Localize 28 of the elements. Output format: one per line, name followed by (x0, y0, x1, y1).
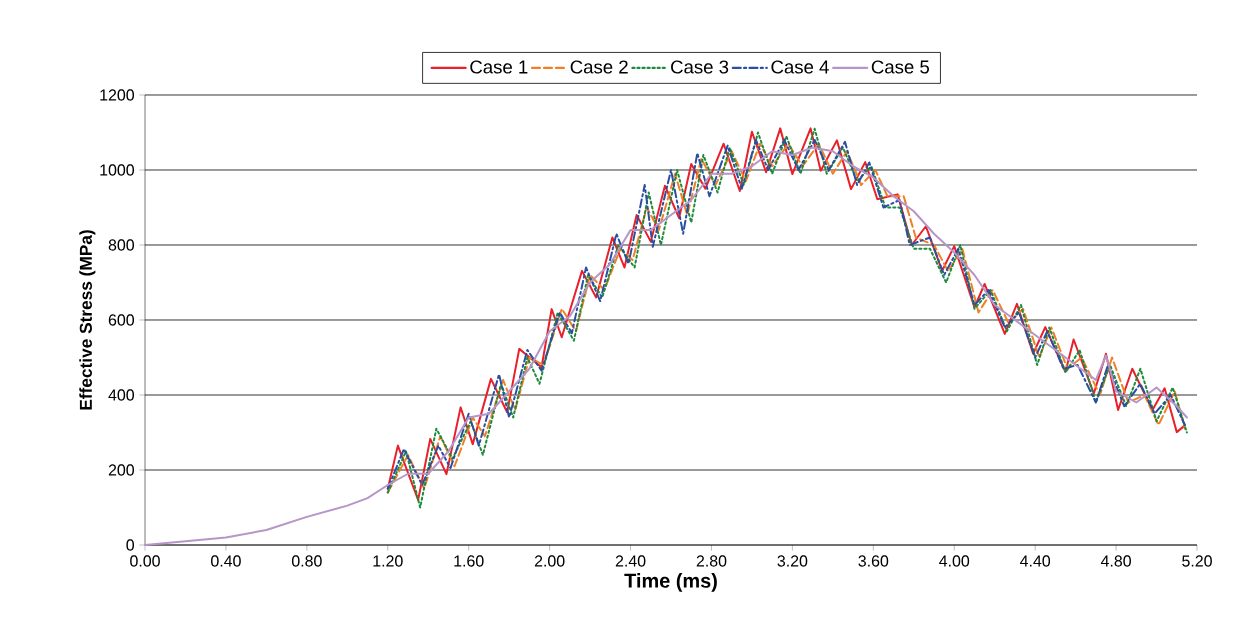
x-tick-label: 2.00 (534, 555, 565, 567)
x-tick-label: 3.60 (858, 555, 889, 567)
y-tick-label: 600 (108, 314, 135, 326)
x-tick-label: 0.80 (291, 555, 322, 567)
legend-label: Case 1 (470, 60, 528, 74)
x-tick-label: 0.00 (130, 555, 160, 567)
y-tick-label: 1000 (100, 164, 135, 176)
x-tick-label: 1.60 (454, 555, 484, 567)
x-tick-label: 5.20 (1182, 555, 1212, 567)
x-tick-label: 4.00 (939, 555, 970, 567)
x-tick-label: 2.80 (696, 555, 727, 567)
x-tick-label: 1.20 (373, 555, 403, 567)
x-tick-label: 3.20 (777, 555, 808, 567)
x-axis-title: Time (ms) (624, 573, 717, 592)
x-tick-label: 4.80 (1100, 555, 1131, 567)
legend-label: Case 2 (570, 60, 628, 74)
legend-label: Case 3 (671, 60, 729, 74)
x-tick-label: 4.40 (1020, 555, 1051, 567)
legend-label: Case 5 (871, 60, 929, 74)
x-tick-label: 0.40 (211, 555, 241, 567)
y-tick-label: 200 (108, 464, 135, 476)
y-axis-title: Effective Stress (MPa) (79, 230, 96, 410)
y-tick-label: 1200 (100, 89, 135, 101)
y-tick-label: 800 (108, 239, 135, 251)
x-tick-label: 2.40 (615, 555, 646, 567)
legend-label: Case 4 (771, 60, 829, 74)
y-tick-label: 400 (108, 389, 135, 401)
y-tick-label: 0 (126, 539, 135, 551)
